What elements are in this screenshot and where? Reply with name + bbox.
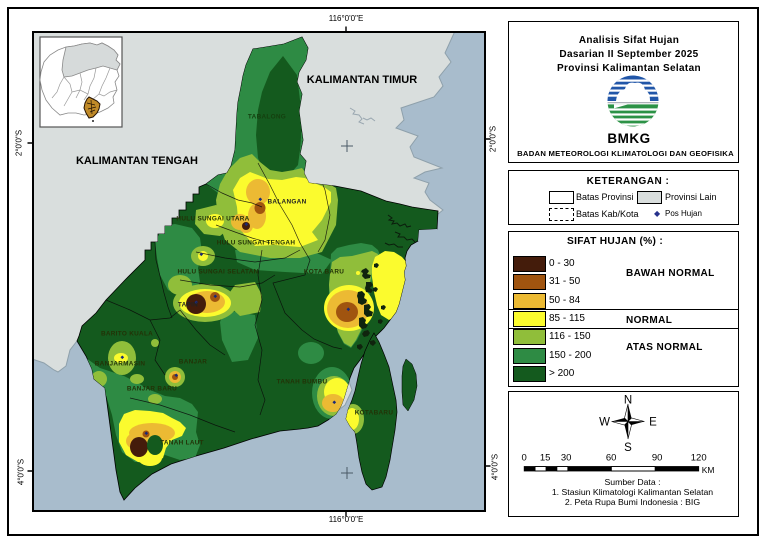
svg-text:S: S [624, 442, 632, 454]
svg-text:N: N [624, 395, 632, 407]
svg-text:1. Stasiun Klimatologi Kaliman: 1. Stasiun Klimatologi Kalimantan Selata… [552, 487, 713, 497]
svg-text:0: 0 [522, 453, 527, 464]
svg-text:2. Peta Rupa Bumi Indonesia :: 2. Peta Rupa Bumi Indonesia : BIG [565, 497, 700, 507]
svg-text:W: W [599, 417, 610, 429]
svg-text:90: 90 [652, 453, 663, 464]
svg-text:BMKG: BMKG [607, 131, 650, 146]
svg-text:120: 120 [691, 453, 707, 464]
svg-text:30: 30 [561, 453, 572, 464]
svg-text:15: 15 [540, 453, 551, 464]
svg-text:E: E [649, 417, 657, 429]
svg-text:Sumber Data :: Sumber Data : [604, 477, 660, 487]
svg-text:60: 60 [606, 453, 617, 464]
svg-text:KM: KM [702, 465, 715, 475]
